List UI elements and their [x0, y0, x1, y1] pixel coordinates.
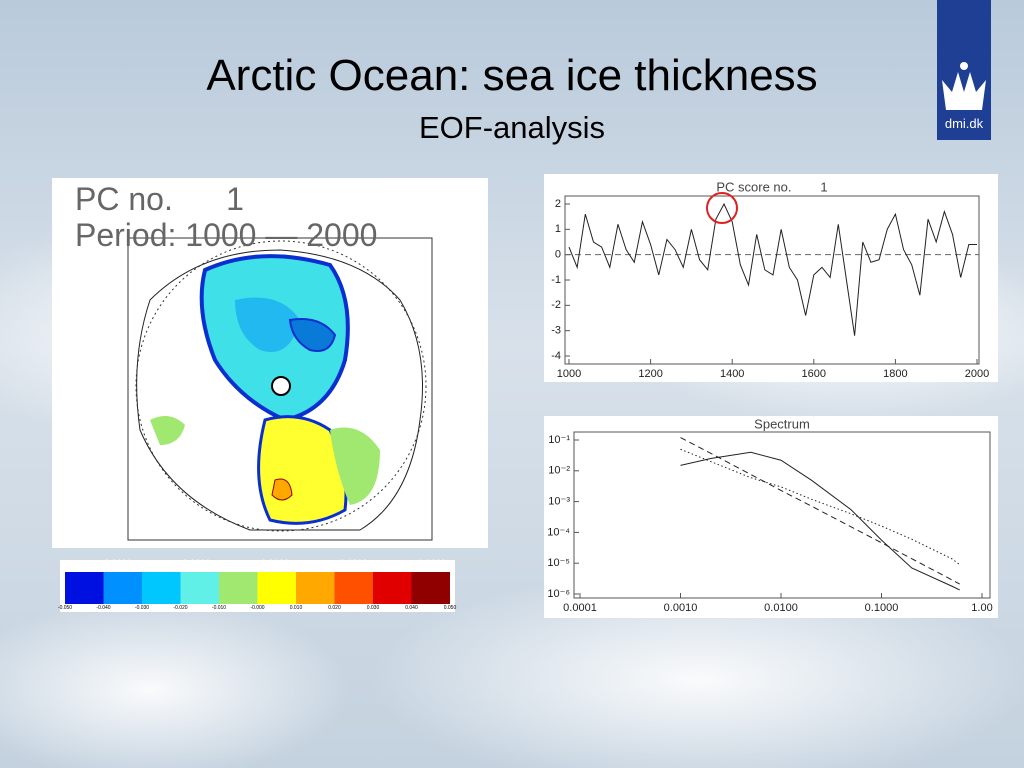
plot-frame [573, 431, 991, 599]
x-tick-label: 1200 [638, 368, 662, 380]
colorbar-cell [411, 572, 450, 604]
y-tick-label: 1 [555, 223, 561, 235]
colorbar-cell [296, 572, 335, 604]
x-tick-label: 0.1000 [865, 602, 899, 614]
y-tick-label: 10⁻³ [548, 496, 570, 508]
y-tick-label: 10⁻⁶ [547, 588, 570, 600]
x-tick-label: 1600 [802, 368, 826, 380]
crown-orb [960, 62, 968, 70]
y-tick-label: 0 [555, 249, 561, 261]
x-tick-label: 1.00 [971, 602, 992, 614]
colorbar-top-label: 1.0000 [418, 558, 446, 568]
colorbar-cell [334, 572, 373, 604]
logo-text: dmi.dk [945, 116, 984, 131]
region-positive-max [271, 478, 293, 501]
colorbar-top-label: 0.0010 [183, 558, 211, 568]
chart-title: Spectrum [754, 416, 810, 431]
series-line [680, 437, 960, 585]
slide-title: Arctic Ocean: sea ice thickness [206, 51, 817, 100]
pole [271, 376, 291, 396]
map-frame [127, 237, 433, 541]
chart-title: PC score no. 1 [716, 179, 827, 194]
x-tick-label: 2000 [965, 368, 989, 380]
colorbar-bottom-label: 0.030 [367, 605, 380, 611]
x-tick-label: 0.0100 [764, 602, 798, 614]
series-line [680, 451, 960, 591]
y-tick-label: 10⁻² [548, 465, 570, 477]
colorbar-top-label: 0.0100 [261, 558, 289, 568]
colorbar-bottom-label: -0.050 [58, 605, 72, 611]
x-tick-label: 1000 [557, 368, 581, 380]
colorbar-top-label: 0.0001 [104, 558, 132, 568]
slide-subtitle: EOF-analysis [419, 110, 605, 145]
series-line [568, 202, 977, 336]
colorbar-cell [373, 572, 412, 604]
colorbar-cell [142, 572, 181, 604]
y-tick-label: -2 [551, 299, 561, 311]
colorbar-bottom-label: -0.010 [212, 605, 226, 611]
colorbar-top-label: 0.1000 [340, 558, 368, 568]
y-tick-label: 10⁻⁴ [547, 526, 570, 538]
map-period-label: Period: 1000 — 2000 [75, 217, 377, 253]
series-line [680, 448, 961, 566]
map-pc-label: PC no. 1 [75, 181, 244, 217]
colorbar-bottom-label: -0.040 [96, 605, 110, 611]
region-weak [150, 416, 185, 445]
colorbar-bottom-label: 0.020 [328, 605, 341, 611]
colorbar-bottom-label: 0.040 [405, 605, 418, 611]
colorbar-bottom-label: 0.010 [290, 605, 303, 611]
y-tick-label: -3 [551, 325, 561, 337]
colorbar-bottom-label: -0.020 [173, 605, 187, 611]
y-tick-label: 2 [555, 198, 561, 210]
x-tick-label: 1800 [883, 368, 907, 380]
colorbar-cell [103, 572, 142, 604]
logo: dmi.dk [937, 0, 991, 140]
colorbar-cell [219, 572, 258, 604]
highlight-circle [706, 192, 738, 224]
colorbar-cell [65, 572, 104, 604]
colorbar-cell [180, 572, 219, 604]
crown [942, 72, 986, 110]
colorbar-bottom-label: -0.030 [135, 605, 149, 611]
x-tick-label: 0.0001 [563, 602, 597, 614]
y-tick-label: 10⁻¹ [548, 434, 570, 446]
chart-background [544, 174, 998, 382]
y-tick-label: -4 [551, 350, 561, 362]
colorbar-cell [257, 572, 296, 604]
colorbar-bottom-label: 0.050 [444, 605, 457, 611]
cloud [370, 570, 1024, 768]
chart: Spectrum 0.0001 0.0010 0.0100 0.1000 1.00 10⁻¹… [544, 416, 998, 618]
region-weak [330, 427, 380, 505]
cloud [0, 600, 350, 768]
y-tick-label: 10⁻⁵ [547, 557, 570, 569]
map-panel: PC no. 1 Period: 1000 — 2000 [52, 178, 488, 548]
x-tick-label: 1400 [720, 368, 744, 380]
chart-background [544, 416, 998, 618]
colorbar-bottom-label: -0.000 [250, 605, 264, 611]
chart: PC score no. 1 1000 1200 1400 1600 1800 2000 2 1… [544, 174, 998, 382]
x-tick-label: 0.0010 [664, 602, 698, 614]
latitude-circle [135, 240, 427, 532]
colorbar: 0.0001 0.0010 0.0100 0.1000 1.0000 -0.050 -0.0… [58, 558, 457, 612]
region-negative-max [288, 318, 337, 352]
region-negative-strong [235, 297, 300, 352]
y-tick-label: -1 [551, 274, 561, 286]
